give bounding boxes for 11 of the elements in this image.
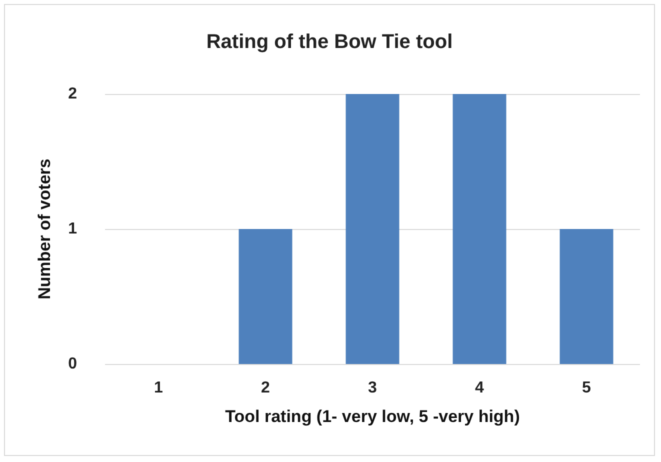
x-tick-label: 3 (368, 380, 378, 396)
chart-title: Rating of the Bow Tie tool (206, 31, 453, 53)
y-tick-label: 0 (68, 356, 78, 372)
y-tick-label: 1 (68, 220, 78, 238)
x-tick-label: 4 (475, 380, 484, 396)
x-axis-title: Tool rating (1- very low, 5 -very high) (225, 407, 520, 426)
y-tick-label: 2 (68, 86, 78, 102)
x-tick-label: 5 (582, 380, 592, 396)
x-tick-label: 1 (154, 380, 164, 396)
x-tick-label: 2 (261, 380, 270, 396)
y-axis-title: Number of voters (35, 158, 54, 300)
